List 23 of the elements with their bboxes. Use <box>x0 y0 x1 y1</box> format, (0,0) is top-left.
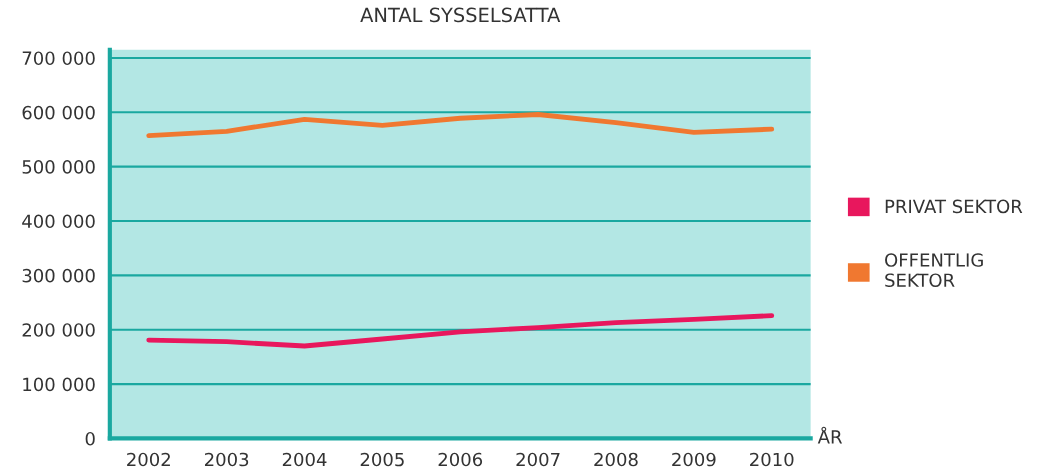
x-tick-label: 2009 <box>672 452 716 467</box>
y-tick-label: 0 <box>85 431 95 446</box>
y-tick-label: 200 000 <box>22 323 95 337</box>
y-tick-label: 500 000 <box>22 160 95 174</box>
y-tick-label: 400 000 <box>22 214 95 229</box>
y-tick-label: 300 000 <box>22 268 95 283</box>
x-axis-title: ÅR <box>817 426 843 444</box>
legend-label: OFFENTLIG SEKTOR <box>885 253 983 288</box>
y-tick-label: 700 000 <box>22 51 95 66</box>
legend-label: PRIVAT SEKTOR <box>885 199 1023 214</box>
x-tick-label: 2007 <box>516 452 560 467</box>
line-series <box>146 112 775 139</box>
y-tick-label: 600 000 <box>22 105 95 120</box>
line-series <box>146 313 775 349</box>
x-tick-label: 2006 <box>438 452 483 467</box>
x-tick-label: 2008 <box>594 452 638 467</box>
y-tick-label: 100 000 <box>23 377 95 392</box>
x-tick-label: 2010 <box>750 452 794 467</box>
x-tick-label: 2004 <box>282 452 327 467</box>
chart-title: ANTAL SYSSELSATTA <box>360 7 561 23</box>
x-tick-label: 2002 <box>127 452 170 467</box>
x-tick-label: 2005 <box>360 452 404 467</box>
x-tick-label: 2003 <box>204 452 249 467</box>
